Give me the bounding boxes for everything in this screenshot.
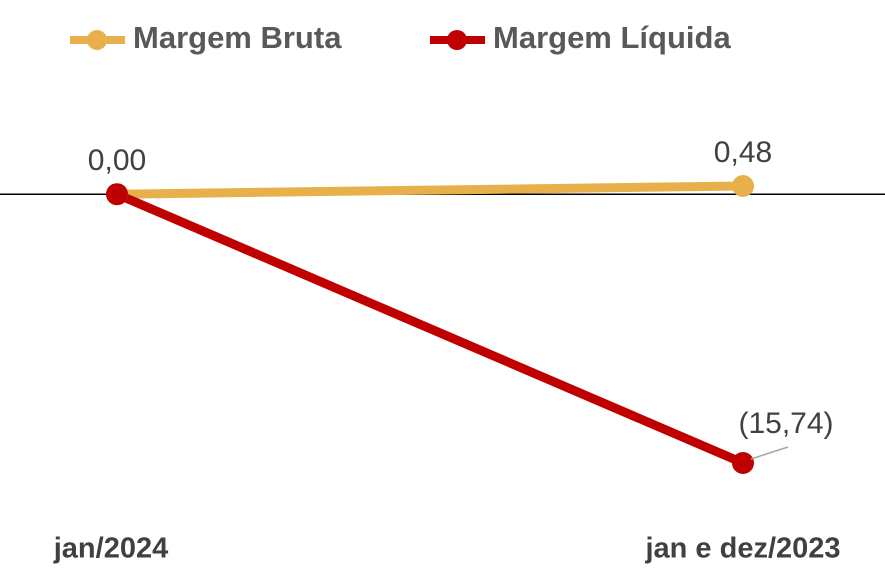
data-label: 0,00 — [88, 144, 146, 177]
leader-line — [750, 446, 789, 460]
x-tick-label: jan e dez/2023 — [644, 533, 840, 565]
series-line — [112, 189, 748, 468]
x-tick-label: jan/2024 — [53, 533, 168, 565]
point — [732, 452, 754, 474]
series-line — [112, 181, 748, 199]
legend-label: Margem Líquida — [493, 20, 731, 55]
legend-label: Margem Bruta — [133, 20, 342, 55]
data-label: (15,74) — [738, 407, 833, 440]
legend-marker — [447, 30, 467, 50]
point — [106, 183, 128, 206]
data-label: 0,48 — [714, 136, 772, 169]
legend-marker — [87, 30, 107, 50]
point — [732, 175, 754, 197]
